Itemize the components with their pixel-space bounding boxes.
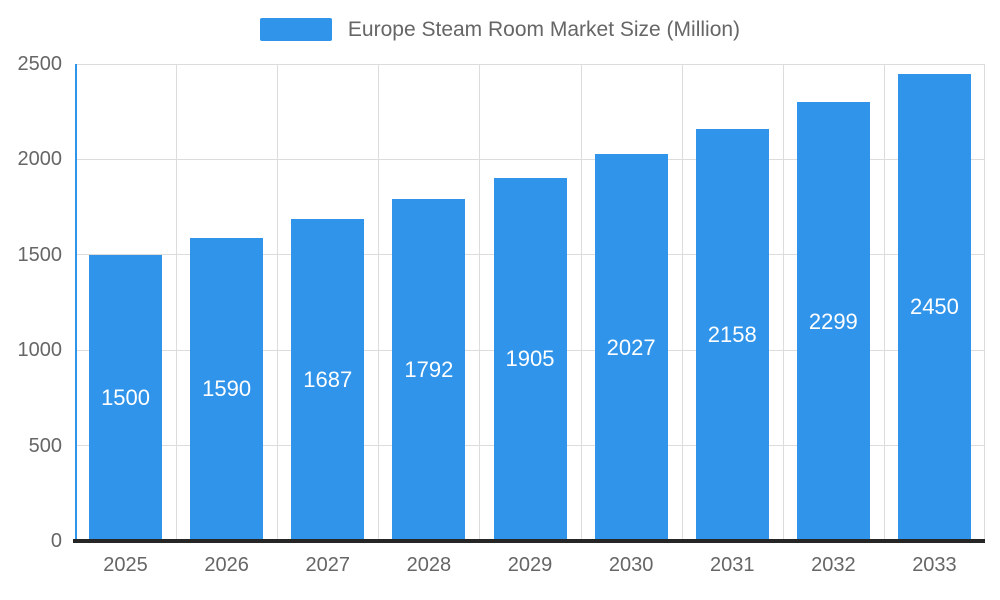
- gridline-vertical: [479, 64, 481, 541]
- gridline-vertical: [984, 64, 985, 541]
- x-tick-label: 2027: [305, 554, 351, 576]
- bar-value-label: 1500: [101, 384, 151, 410]
- gridline-vertical: [378, 64, 380, 541]
- bar[interactable]: 1687: [291, 219, 365, 541]
- bar[interactable]: 1500: [89, 254, 163, 541]
- gridline-vertical: [883, 64, 885, 541]
- gridline-vertical: [681, 64, 683, 541]
- bar-value-label: 2027: [606, 334, 656, 360]
- y-tick-label: 2500: [17, 53, 63, 75]
- bar[interactable]: 2158: [695, 129, 769, 541]
- gridline-vertical: [176, 64, 178, 541]
- y-axis-line: [75, 64, 77, 541]
- x-tick-label: 2028: [406, 554, 452, 576]
- x-axis-line: [73, 539, 985, 543]
- bar-value-label: 1590: [202, 376, 252, 402]
- plot-area: 1500 1590 1687 1792 1905 2027 2158 2299 2450: [73, 63, 985, 543]
- x-tick-label: 2032: [811, 554, 856, 576]
- bar[interactable]: 1792: [392, 199, 466, 541]
- bar-value-label: 2158: [707, 322, 757, 348]
- legend-swatch[interactable]: [259, 18, 332, 41]
- x-tick-label: 2031: [709, 554, 755, 576]
- y-tick-label: 2000: [17, 148, 63, 171]
- gridline-horizontal: [75, 63, 985, 65]
- x-tick-label: 2025: [103, 554, 148, 576]
- legend-label[interactable]: Europe Steam Room Market Size (Million): [347, 18, 741, 41]
- y-tick-label: 1500: [17, 243, 63, 266]
- bar[interactable]: 2450: [897, 73, 971, 541]
- x-tick-label: 2029: [507, 554, 553, 576]
- x-tick-label: 2033: [912, 554, 957, 576]
- x-tick-label: 2026: [204, 554, 249, 576]
- gridline-vertical: [277, 64, 279, 541]
- bar[interactable]: 2027: [594, 154, 668, 541]
- bar[interactable]: 1590: [190, 237, 264, 541]
- y-tick-label: 500: [28, 434, 62, 457]
- bar-value-label: 2299: [808, 308, 858, 334]
- y-tick-label: 0: [50, 530, 62, 552]
- bar-value-label: 2450: [909, 294, 959, 320]
- bar-value-label: 1905: [505, 346, 555, 372]
- gridline-vertical: [580, 64, 582, 541]
- gridline-horizontal: [75, 158, 985, 160]
- x-tick-label: 2030: [608, 554, 654, 576]
- gridline-vertical: [782, 64, 784, 541]
- bar-value-label: 1792: [404, 357, 454, 383]
- legend[interactable]: Europe Steam Room Market Size (Million): [0, 18, 1000, 41]
- bar[interactable]: 2299: [796, 102, 870, 541]
- bar[interactable]: 1905: [493, 177, 567, 541]
- y-tick-label: 1000: [17, 339, 63, 362]
- bar-value-label: 1687: [303, 367, 353, 393]
